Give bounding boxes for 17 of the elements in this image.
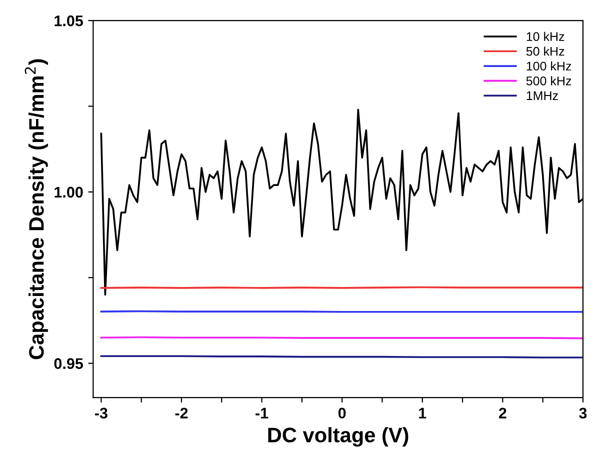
x-tick-label: 2 xyxy=(498,408,506,418)
x-tick-label: 3 xyxy=(579,408,587,419)
x-tick-label: 0 xyxy=(338,408,346,419)
legend-label: 500 kHz xyxy=(526,76,572,86)
legend-label: 1MHz xyxy=(526,91,558,100)
x-tick-label: 1 xyxy=(419,408,426,418)
y-axis-title: Capacitance Density (nF/mm$^{2}$) xyxy=(24,59,48,360)
x-tick-label: -3 xyxy=(94,408,108,419)
x-tick-label: -1 xyxy=(256,408,268,418)
x-axis-title: DC voltage (V) xyxy=(268,427,408,447)
y-tick-label: 1.05 xyxy=(54,15,84,26)
y-tick-label: 0.95 xyxy=(54,358,84,369)
legend-label: 100 kHz xyxy=(526,61,572,71)
legend-label: 10 kHz xyxy=(526,32,564,41)
x-tick-label: -2 xyxy=(175,408,188,418)
legend-label: 50 kHz xyxy=(526,46,564,56)
y-tick-label: 1.00 xyxy=(54,186,83,198)
